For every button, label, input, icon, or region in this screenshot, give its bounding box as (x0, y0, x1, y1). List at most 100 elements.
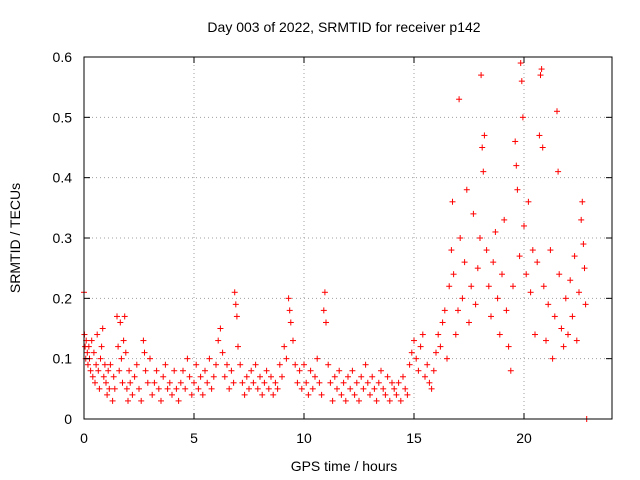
y-axis-label: SRMTID / TECUs (7, 183, 23, 293)
data-point (95, 367, 102, 374)
data-point (512, 138, 519, 145)
data-point (375, 379, 382, 386)
data-point (466, 319, 472, 326)
data-point (104, 391, 111, 398)
data-point (110, 373, 117, 380)
y-tick-label: 0.4 (53, 170, 73, 186)
data-point (210, 373, 217, 380)
data-point (433, 349, 439, 356)
data-point (468, 283, 475, 290)
data-point (364, 379, 371, 386)
data-point (450, 271, 457, 278)
data-point (567, 277, 574, 284)
data-point (373, 397, 380, 404)
data-point (263, 367, 270, 374)
data-point (479, 144, 486, 151)
data-point (320, 307, 327, 314)
data-point (336, 367, 343, 374)
data-point (494, 295, 501, 302)
data-point (215, 337, 222, 344)
data-point (151, 379, 158, 386)
data-point (103, 379, 109, 386)
data-point (243, 373, 250, 380)
data-point (514, 186, 521, 193)
data-point (470, 210, 477, 217)
data-point (206, 355, 213, 362)
data-point (155, 385, 162, 392)
data-point (571, 253, 578, 260)
data-point (415, 367, 422, 374)
data-point (241, 391, 248, 398)
data-point (419, 331, 426, 338)
data-point (314, 355, 321, 362)
y-tick-label: 0.1 (53, 351, 73, 367)
data-point (276, 361, 283, 368)
data-point (360, 385, 367, 392)
data-point (123, 385, 130, 392)
data-point (107, 361, 114, 368)
data-point (147, 355, 153, 362)
data-point (578, 216, 585, 223)
data-point (162, 361, 169, 368)
data-point (213, 361, 219, 368)
data-point (230, 379, 237, 386)
data-point (257, 373, 263, 380)
data-point (342, 397, 349, 404)
data-point (501, 216, 508, 223)
data-point (525, 198, 532, 205)
data-point (369, 373, 376, 380)
data-point (90, 349, 97, 356)
data-point (331, 373, 338, 380)
data-point (182, 385, 189, 392)
data-point (579, 198, 586, 205)
data-point (87, 367, 94, 374)
data-points (81, 60, 590, 422)
data-point (338, 391, 345, 398)
data-point (127, 379, 134, 386)
data-point (164, 385, 171, 392)
data-point (549, 355, 556, 362)
data-point (261, 379, 268, 386)
data-point (268, 373, 274, 380)
data-point (305, 391, 312, 398)
data-point (389, 379, 395, 386)
data-point (136, 385, 142, 392)
data-point (232, 301, 239, 308)
data-point (270, 391, 277, 398)
data-point (496, 331, 503, 338)
data-point (455, 307, 461, 314)
data-point (274, 385, 281, 392)
data-point (239, 379, 246, 386)
data-point (89, 373, 96, 380)
data-point (513, 162, 520, 169)
y-tick-label: 0.2 (53, 290, 73, 306)
data-point (177, 379, 184, 386)
data-point (153, 367, 160, 374)
data-point (474, 265, 481, 272)
data-point (105, 367, 112, 374)
data-point (184, 355, 191, 362)
data-point (413, 355, 420, 362)
data-point (235, 343, 241, 350)
data-point (281, 343, 288, 350)
data-point (191, 379, 197, 386)
data-point (88, 337, 95, 344)
data-point (84, 349, 91, 356)
data-point (382, 391, 389, 398)
data-point (106, 385, 113, 392)
data-point (323, 319, 329, 326)
y-tick-label: 0.3 (53, 230, 73, 246)
data-point (555, 168, 562, 175)
data-point (560, 343, 567, 350)
data-point (558, 325, 565, 332)
data-point (378, 367, 384, 374)
data-point (97, 355, 104, 362)
x-tick-label: 0 (80, 430, 88, 446)
data-point (551, 313, 558, 320)
data-point (457, 235, 464, 241)
data-point (400, 373, 406, 380)
data-point (219, 349, 226, 356)
data-point (98, 343, 105, 350)
data-point (537, 72, 544, 79)
